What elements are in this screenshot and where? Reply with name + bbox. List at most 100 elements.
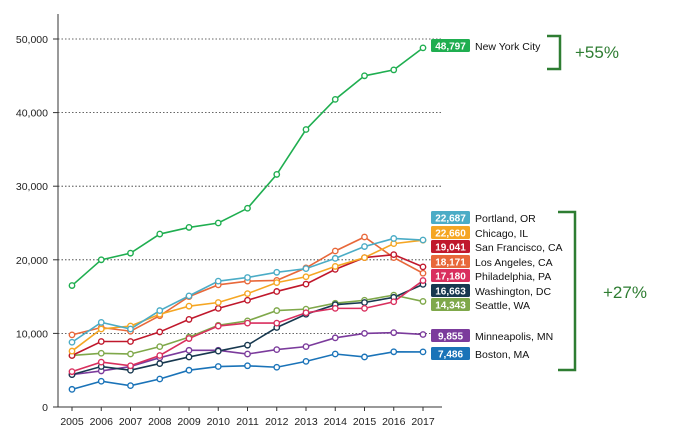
data-point-portland-or	[331, 254, 339, 262]
data-point-new-york-city	[361, 72, 368, 80]
data-point-san-francisco-ca	[214, 304, 222, 312]
data-point-washington-dc	[156, 360, 164, 367]
data-point-chicago-il	[302, 273, 310, 281]
data-point-new-york-city	[127, 249, 134, 257]
data-point-portland-or	[68, 338, 76, 346]
value-badge-new-york-city	[431, 39, 470, 52]
city-label-los-angeles-ca: Los Angeles, CA	[475, 257, 553, 269]
axes	[57, 14, 442, 408]
value-badge-los-angeles-ca	[431, 255, 470, 268]
x-tick-label: 2009	[177, 416, 201, 428]
data-point-new-york-city	[302, 126, 310, 133]
data-point-new-york-city	[185, 224, 193, 231]
value-label-philadelphia-pa: 17,180	[435, 272, 466, 283]
nyc-bracket	[547, 34, 562, 71]
data-point-new-york-city	[390, 66, 398, 74]
data-point-new-york-city	[244, 204, 251, 212]
x-tick-label: 2016	[382, 416, 406, 428]
data-point-new-york-city	[97, 256, 105, 264]
data-point-portland-or	[302, 265, 310, 273]
series-end-labels: 48,797 New York City 22,687 Portland, OR 22,…	[431, 39, 563, 361]
data-point-portland-or	[97, 318, 105, 326]
data-point-portland-or	[156, 307, 164, 314]
value-badge-portland-or	[431, 211, 470, 224]
x-tick-labels: 2005 2006 2007 2008 2009 2010 2011 2012 2013 2014…	[60, 407, 435, 428]
value-badge-boston-ma	[431, 347, 470, 360]
data-point-new-york-city	[68, 282, 76, 289]
data-point-san-francisco-ca	[419, 263, 427, 271]
data-point-los-angeles-ca	[68, 331, 76, 339]
data-point-boston-ma	[390, 348, 398, 356]
data-point-boston-ma	[419, 348, 427, 356]
x-tick-label: 2014	[324, 416, 348, 428]
data-point-boston-ma	[97, 377, 105, 385]
value-badge-san-francisco-ca	[431, 240, 470, 253]
value-label-los-angeles-ca: 18,171	[435, 258, 466, 269]
data-point-new-york-city	[214, 219, 222, 227]
data-point-san-francisco-ca	[390, 251, 398, 259]
data-point-chicago-il	[97, 325, 105, 333]
value-label-washington-dc: 16,663	[435, 287, 466, 298]
data-point-boston-ma	[331, 350, 339, 358]
data-point-los-angeles-ca	[419, 269, 427, 277]
data-point-seattle-wa	[156, 343, 164, 351]
data-point-chicago-il	[244, 290, 251, 298]
data-point-portland-or	[419, 236, 427, 244]
data-point-philadelphia-pa	[244, 319, 251, 327]
data-point-boston-ma	[273, 363, 281, 371]
data-point-boston-ma	[302, 357, 310, 365]
data-point-boston-ma	[361, 353, 368, 361]
city-label-chicago-il: Chicago, IL	[475, 228, 528, 240]
data-point-san-francisco-ca	[185, 316, 193, 323]
data-point-boston-ma	[68, 385, 76, 393]
data-point-washington-dc	[244, 341, 251, 349]
value-label-new-york-city: 48,797	[435, 42, 466, 53]
value-label-chicago-il: 22,660	[435, 229, 466, 240]
city-label-san-francisco-ca: San Francisco, CA	[475, 242, 563, 254]
data-point-chicago-il	[273, 279, 281, 287]
data-point-minneapolis-mn	[273, 346, 281, 353]
x-tick-label: 2015	[353, 416, 377, 428]
data-point-philadelphia-pa	[156, 352, 164, 359]
series-line-boston-ma	[71, 350, 424, 391]
data-point-boston-ma	[244, 362, 251, 370]
data-point-seattle-wa	[419, 298, 427, 305]
city-label-portland-or: Portland, OR	[475, 213, 536, 225]
data-point-philadelphia-pa	[331, 304, 339, 312]
data-point-minneapolis-mn	[390, 329, 398, 337]
data-point-boston-ma	[214, 363, 222, 370]
data-point-new-york-city	[156, 230, 164, 238]
x-tick-label: 2010	[207, 416, 231, 428]
data-point-portland-or	[244, 274, 251, 281]
city-label-minneapolis-mn: Minneapolis, MN	[475, 331, 553, 343]
x-tick-label: 2007	[119, 416, 143, 428]
data-point-boston-ma	[185, 366, 193, 374]
data-point-seattle-wa	[273, 307, 281, 314]
value-badge-seattle-wa	[431, 298, 470, 311]
data-point-san-francisco-ca	[156, 328, 164, 336]
data-point-philadelphia-pa	[361, 304, 368, 312]
value-label-san-francisco-ca: 19,041	[435, 243, 466, 254]
value-label-boston-ma: 7,486	[438, 350, 463, 361]
x-tick-label: 2011	[236, 416, 259, 428]
y-tick-labels: 0 10,000 20,000 30,000 40,000 50,000	[16, 34, 442, 414]
data-point-new-york-city	[419, 44, 427, 52]
data-point-portland-or	[214, 277, 222, 285]
data-point-seattle-wa	[97, 349, 105, 357]
value-badge-minneapolis-mn	[431, 329, 470, 342]
value-badge-washington-dc	[431, 284, 470, 297]
data-point-portland-or	[361, 243, 368, 250]
city-label-washington-dc: Washington, DC	[475, 286, 551, 298]
x-tick-label: 2013	[294, 416, 318, 428]
series-lines	[71, 47, 424, 391]
data-point-new-york-city	[331, 95, 339, 103]
data-point-portland-or	[273, 268, 281, 276]
x-tick-label: 2008	[148, 416, 172, 428]
value-label-minneapolis-mn: 9,855	[438, 332, 463, 343]
data-point-minneapolis-mn	[361, 329, 368, 337]
x-tick-label: 2017	[411, 416, 435, 428]
city-label-new-york-city: New York City	[475, 41, 541, 53]
data-point-portland-or	[390, 235, 398, 242]
data-point-new-york-city	[273, 171, 281, 178]
data-point-san-francisco-ca	[97, 338, 105, 345]
